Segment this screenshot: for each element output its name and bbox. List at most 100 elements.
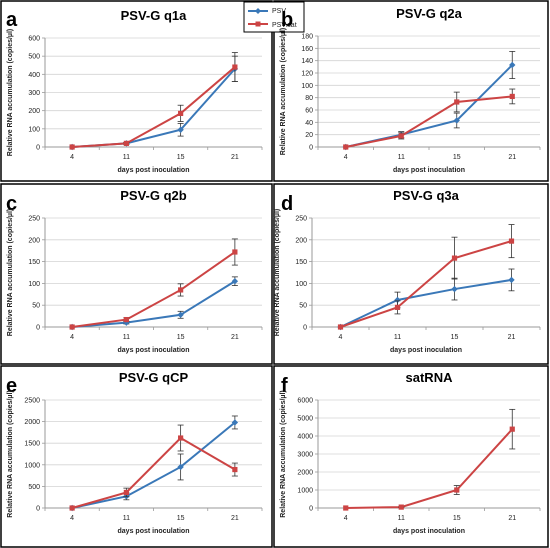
- x-tick-label-d: 11: [394, 334, 401, 341]
- y-tick-label-f: 1000: [297, 488, 313, 495]
- x-tick-label-d: 21: [508, 334, 516, 341]
- panel-e: e PSV-G qCP 0 500 1000 1500 2000 2500 4 11 15 21 day…: [6, 370, 263, 535]
- panel-frame-b: [273, 0, 549, 182]
- data-point-psvsat: [178, 435, 184, 441]
- x-tick-label-e: 15: [177, 515, 185, 522]
- y-tick-label-b: 20: [305, 132, 313, 139]
- y-tick-label-c: 250: [28, 216, 40, 223]
- y-tick-label-c: 0: [36, 325, 40, 332]
- y-axis-label-f: Relative RNA accumulation (copies/µl): [280, 390, 287, 517]
- y-axis-label-e: Relative RNA accumulation (copies/µl): [7, 390, 14, 517]
- data-point-psvsat: [178, 287, 184, 293]
- y-tick-label-c: 100: [28, 281, 40, 288]
- data-point-psvsat: [394, 304, 401, 310]
- series-line-psvsat: [71, 251, 236, 328]
- panel-a: a PSV-G q1a 0 100 200 300 400 500 600 4 11 15 21 days…: [6, 8, 263, 174]
- data-point-psvsat: [454, 99, 460, 105]
- series-line-psvsat: [72, 66, 236, 148]
- series-psv-d: [337, 268, 515, 331]
- x-tick-label-e: 11: [123, 515, 130, 522]
- y-tick-label-a: 100: [28, 126, 40, 133]
- series-line-psvsat: [71, 436, 236, 509]
- x-tick-label-c: 4: [70, 334, 74, 341]
- y-axis-label-a: Relative RNA accumulation (copies/µl): [7, 29, 14, 156]
- legend: PSV PSV.sat: [243, 1, 305, 33]
- y-tick-label-d: 200: [295, 237, 307, 244]
- x-tick-label-f: 15: [453, 515, 461, 522]
- x-tick-label-b: 11: [398, 154, 405, 161]
- data-point-psv: [453, 117, 460, 124]
- panel-letter-a: a: [6, 9, 18, 31]
- data-point-psvsat: [454, 487, 460, 493]
- y-tick-label-d: 0: [303, 325, 307, 332]
- series-psvsat-a: [69, 52, 238, 150]
- y-tick-label-c: 150: [28, 259, 40, 266]
- series-line-psvsat: [340, 240, 512, 328]
- panel-f: f satRNA 0 1000 2000 3000 4000 5000 6000 4 11 15 21 d…: [280, 370, 541, 535]
- panel-c: c PSV-G q2b 0 50 100 150 200 250 4 11 15 21 days pos…: [6, 188, 263, 354]
- chart-title-e: PSV-G qCP: [119, 370, 189, 385]
- y-tick-label-e: 1000: [24, 462, 40, 469]
- chart-title-d: PSV-G q3a: [393, 188, 460, 203]
- data-point-psv: [177, 463, 184, 471]
- panel-letter-f: f: [281, 375, 288, 397]
- y-tick-label-b: 120: [301, 71, 313, 78]
- y-tick-label-d: 100: [295, 281, 307, 288]
- legend-psvsat-marker: [255, 21, 261, 27]
- x-axis-label-e: days post inoculation: [118, 528, 190, 535]
- data-point-psv: [231, 278, 239, 285]
- x-tick-label-b: 15: [453, 154, 461, 161]
- y-tick-label-a: 300: [28, 90, 40, 97]
- y-tick-label-f: 5000: [297, 416, 313, 423]
- x-axis-label-c: days post inoculation: [118, 347, 190, 354]
- data-point-psvsat: [123, 140, 129, 146]
- data-point-psvsat: [69, 144, 75, 150]
- y-tick-label-f: 2000: [297, 470, 313, 477]
- x-tick-label-b: 4: [344, 154, 348, 161]
- y-tick-label-a: 200: [28, 108, 40, 115]
- x-tick-label-a: 21: [231, 154, 239, 161]
- y-axis-label-b: Relative RNA accumulation (copies/µl): [280, 28, 287, 155]
- series-line-psvsat: [345, 95, 513, 148]
- y-tick-label-d: 50: [299, 303, 307, 310]
- series-psv-c: [68, 276, 239, 331]
- y-axis-label-c: Relative RNA accumulation (copies/µl): [7, 209, 14, 336]
- y-tick-label-c: 50: [32, 303, 40, 310]
- x-tick-label-d: 4: [339, 334, 343, 341]
- y-tick-label-b: 60: [305, 108, 313, 115]
- x-tick-label-e: 21: [231, 515, 239, 522]
- x-tick-label-f: 11: [398, 515, 405, 522]
- panel-frame-d: [273, 183, 549, 365]
- data-point-psvsat: [69, 324, 75, 330]
- x-tick-label-c: 11: [123, 334, 130, 341]
- y-tick-label-a: 600: [28, 36, 40, 43]
- data-point-psvsat: [343, 144, 349, 150]
- data-point-psvsat: [178, 110, 184, 116]
- data-point-psvsat: [232, 64, 238, 70]
- legend-box: [243, 1, 305, 33]
- panel-b: b PSV-G q2a 0 20 40 60 80 100 120 140 160 180 4 11 15 2…: [280, 6, 541, 174]
- panel-letter-e: e: [6, 375, 17, 397]
- data-point-psvsat: [232, 249, 238, 255]
- data-point-psvsat: [343, 505, 349, 511]
- y-tick-label-b: 180: [301, 34, 313, 41]
- series-line-psvsat: [345, 428, 513, 509]
- y-tick-label-f: 6000: [297, 398, 313, 405]
- data-point-psv: [451, 285, 458, 293]
- x-tick-label-f: 21: [508, 515, 516, 522]
- x-tick-label-a: 11: [123, 154, 130, 161]
- series-psvsat-b: [343, 88, 516, 150]
- y-tick-label-b: 80: [305, 95, 313, 102]
- data-point-psvsat: [123, 489, 129, 496]
- series-line-psv: [72, 68, 236, 148]
- series-line-psv: [72, 280, 236, 328]
- panel-frame-c: [0, 183, 273, 365]
- panel-frame-f: [273, 365, 549, 548]
- y-tick-label-a: 0: [36, 145, 40, 152]
- y-tick-label-a: 500: [28, 54, 40, 61]
- panel-frame-e: [0, 365, 273, 548]
- data-point-psvsat: [398, 504, 404, 510]
- legend-psv-marker: [255, 8, 261, 14]
